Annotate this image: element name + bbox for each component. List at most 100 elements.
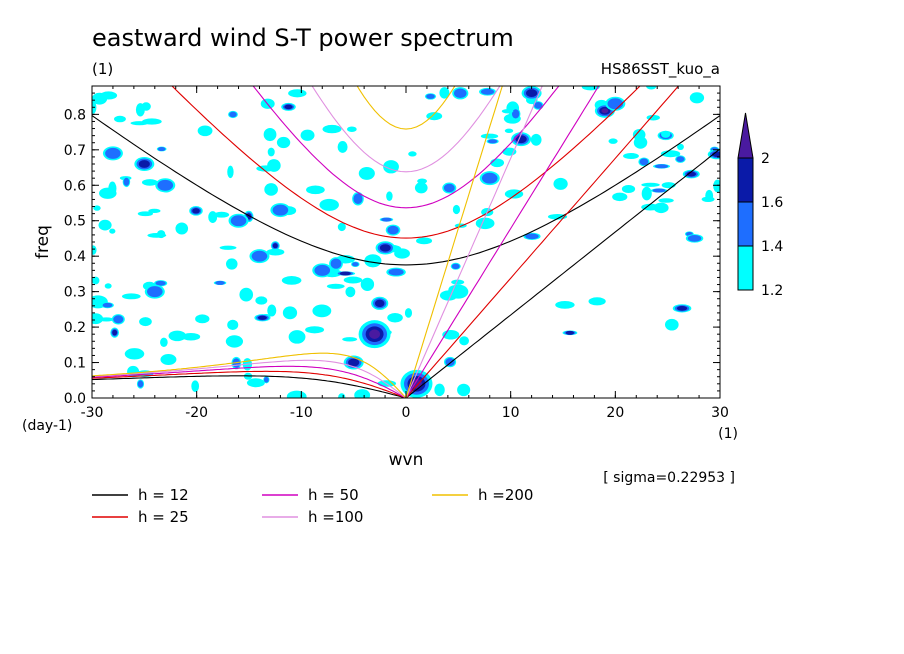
contour-patch: [369, 329, 381, 339]
y-unit-label: (day-1): [22, 418, 72, 434]
contour-patch: [246, 378, 265, 388]
y-axis: 0.0 0.1 0.2 0.3 0.4 0.5 0.6 0.7 0.8: [64, 92, 720, 407]
colorbar-label: 1.4: [761, 239, 783, 255]
contour-patch: [92, 245, 97, 255]
y-axis-label: freq: [33, 225, 53, 259]
contour-patch: [255, 296, 268, 305]
contour-patch: [448, 284, 469, 299]
contour-patch: [160, 353, 177, 365]
contour-patch: [319, 198, 339, 211]
contour-patch: [98, 219, 112, 231]
y-tick-label: 0.7: [64, 143, 86, 159]
contour-patch: [288, 330, 306, 344]
contour-patch: [322, 124, 342, 134]
contour-patch: [148, 208, 161, 214]
contour-patch: [338, 393, 346, 398]
contour-patch: [155, 280, 166, 286]
contour-patch: [526, 89, 538, 98]
y-tick-label: 0.1: [64, 356, 86, 372]
contour-patch: [282, 306, 298, 320]
contour-patch: [92, 313, 104, 325]
contour-patch: [345, 286, 356, 298]
contour-patch: [312, 304, 332, 318]
kelvin-curve-h100: [405, 86, 543, 398]
x-tick-label: -30: [81, 405, 104, 421]
x-tick-label: 0: [402, 405, 411, 421]
kelvin-curve-h25: [405, 86, 680, 398]
contour-patch: [305, 326, 325, 334]
contour-patch: [267, 159, 281, 172]
contour-patch: [92, 276, 100, 285]
x-tick-label: 10: [502, 405, 520, 421]
inertia-gravity-curve-h12: [92, 115, 720, 266]
contour-patch: [239, 287, 254, 302]
contour-patch: [137, 380, 144, 388]
contour-patch: [123, 177, 130, 186]
colorbar-extend-arrow: [737, 112, 754, 159]
contour-patch: [451, 263, 460, 270]
contour-patch: [195, 314, 210, 324]
contour-patch: [251, 250, 268, 262]
contour-patch: [358, 167, 375, 180]
contour-patch: [105, 147, 121, 159]
contour-patch: [213, 211, 230, 218]
contour-patch: [306, 185, 325, 195]
contour-patch: [511, 109, 520, 119]
contour-patch: [459, 336, 470, 346]
contour-patch: [408, 151, 417, 157]
contour-patch: [342, 337, 358, 342]
contour-patch: [394, 248, 410, 259]
inertia-gravity-curve-h200: [356, 86, 456, 130]
contour-patch: [555, 300, 575, 309]
contour-patch: [439, 87, 450, 99]
contour-patch: [124, 348, 145, 360]
contour-patch: [452, 204, 461, 215]
contour-patch: [565, 330, 575, 335]
contour-patch: [326, 283, 345, 289]
contour-patch: [664, 318, 679, 331]
contour-patch: [108, 181, 117, 196]
contour-patch: [646, 86, 657, 90]
legend: h = 12 h = 25 h = 50 h =100 h =200: [92, 486, 533, 526]
contour-patch: [689, 92, 705, 104]
contour-patch: [300, 129, 315, 141]
y-tick-label: 0.6: [64, 178, 86, 194]
contour-patch: [481, 172, 498, 184]
x-axis-label: wvn: [389, 450, 424, 470]
contour-patch: [347, 126, 357, 132]
contour-patch: [454, 88, 467, 99]
contour-patch: [137, 211, 154, 217]
contour-patch: [157, 147, 166, 152]
contour-patch: [157, 179, 174, 191]
contour-patch: [386, 191, 393, 201]
contour-patch: [581, 86, 600, 91]
contour-patch: [272, 204, 289, 216]
contour-patch: [114, 115, 126, 123]
contour-patch: [314, 264, 331, 276]
contour-patch: [623, 153, 639, 160]
contour-patch: [601, 108, 609, 114]
kelvin-curve-h12: [405, 148, 720, 398]
colorbar-label: 2: [761, 151, 770, 167]
contour-patch: [276, 136, 291, 149]
contour-patch: [677, 143, 684, 151]
colorbar-label: 1.2: [761, 283, 783, 299]
contour-patch: [416, 237, 433, 245]
contour-patch: [135, 103, 145, 117]
rossby-curve-h12: [92, 375, 407, 398]
contour-patch: [504, 128, 514, 134]
contour-patch: [99, 91, 118, 100]
colorbar: 2 1.6 1.4 1.2: [737, 112, 783, 299]
contour-patch: [113, 315, 124, 324]
colorbar-swatch: [737, 201, 754, 247]
contour-patch: [227, 165, 234, 179]
colorbar-swatch: [737, 245, 754, 291]
contour-patch: [227, 319, 239, 330]
contour-patch: [379, 244, 391, 252]
chart-subtitle-right: HS86SST_kuo_a: [601, 60, 720, 79]
contour-patch: [530, 133, 542, 146]
contour-patch: [387, 225, 399, 235]
contour-patch: [480, 88, 495, 95]
contour-patch: [607, 98, 624, 110]
